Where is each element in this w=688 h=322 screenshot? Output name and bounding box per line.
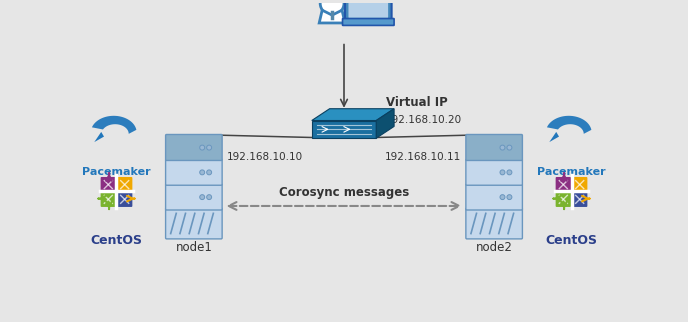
Circle shape <box>200 170 204 175</box>
Circle shape <box>320 0 344 15</box>
FancyBboxPatch shape <box>100 177 116 192</box>
FancyBboxPatch shape <box>556 177 571 192</box>
Text: Pacemaker: Pacemaker <box>537 166 606 176</box>
FancyBboxPatch shape <box>572 192 588 207</box>
Text: CentOS: CentOS <box>546 234 597 247</box>
FancyBboxPatch shape <box>117 177 132 192</box>
FancyBboxPatch shape <box>343 19 394 25</box>
FancyBboxPatch shape <box>466 159 522 185</box>
FancyBboxPatch shape <box>466 184 522 210</box>
Circle shape <box>206 145 212 150</box>
Text: node1: node1 <box>175 241 213 254</box>
FancyBboxPatch shape <box>166 184 222 210</box>
FancyBboxPatch shape <box>348 0 388 18</box>
Text: 192.168.10.10: 192.168.10.10 <box>226 152 303 162</box>
Circle shape <box>500 145 505 150</box>
Circle shape <box>500 195 505 200</box>
Polygon shape <box>547 116 592 134</box>
Text: 192.168.10.11: 192.168.10.11 <box>385 152 462 162</box>
FancyBboxPatch shape <box>466 208 522 239</box>
Text: 192.168.10.20: 192.168.10.20 <box>386 115 462 125</box>
Text: CentOS: CentOS <box>91 234 142 247</box>
Polygon shape <box>312 120 376 138</box>
FancyBboxPatch shape <box>345 0 391 21</box>
Polygon shape <box>92 116 136 134</box>
FancyBboxPatch shape <box>117 192 132 207</box>
Text: node2: node2 <box>475 241 513 254</box>
Text: Virtual IP: Virtual IP <box>386 96 447 109</box>
Polygon shape <box>376 109 394 138</box>
Polygon shape <box>549 132 559 142</box>
Polygon shape <box>319 10 345 23</box>
Circle shape <box>200 195 204 200</box>
Circle shape <box>500 170 505 175</box>
Circle shape <box>507 145 512 150</box>
FancyBboxPatch shape <box>166 159 222 185</box>
FancyBboxPatch shape <box>556 192 571 207</box>
FancyBboxPatch shape <box>166 208 222 239</box>
Polygon shape <box>94 132 104 142</box>
Circle shape <box>200 145 204 150</box>
FancyBboxPatch shape <box>100 192 116 207</box>
Circle shape <box>206 195 212 200</box>
Circle shape <box>507 195 512 200</box>
FancyBboxPatch shape <box>572 177 588 192</box>
Circle shape <box>206 170 212 175</box>
Polygon shape <box>312 109 394 120</box>
FancyBboxPatch shape <box>166 135 222 160</box>
Text: Pacemaker: Pacemaker <box>82 166 151 176</box>
FancyBboxPatch shape <box>466 135 522 160</box>
Circle shape <box>507 170 512 175</box>
Text: Corosync messages: Corosync messages <box>279 186 409 199</box>
